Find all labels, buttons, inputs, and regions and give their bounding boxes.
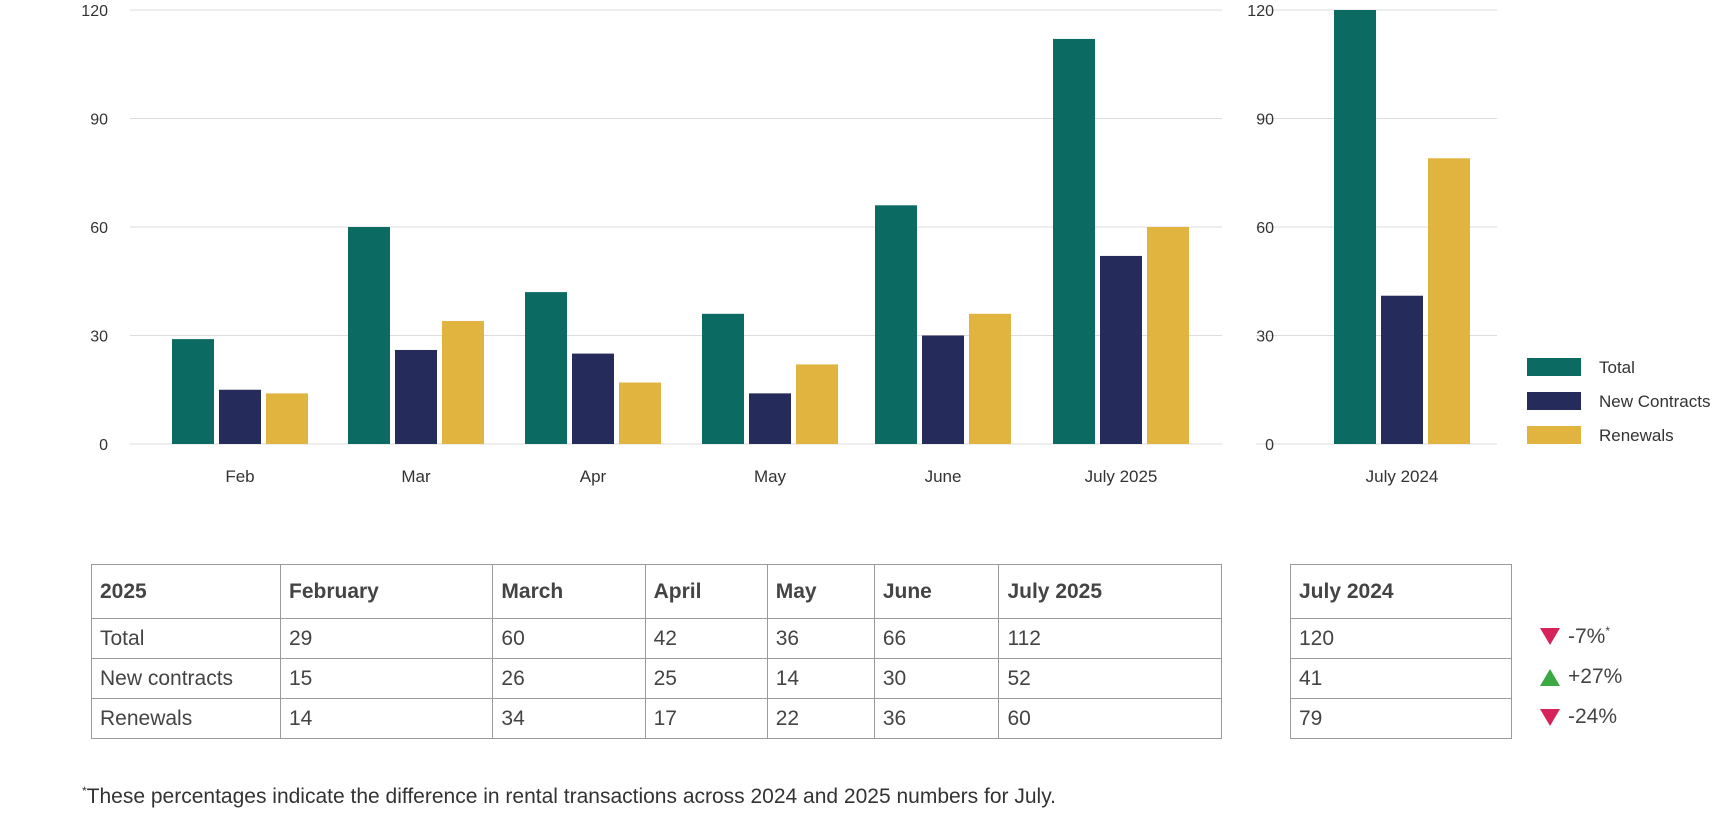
x-category-label: May	[754, 467, 787, 486]
header-cell: June	[873, 564, 1000, 619]
table-cell: 25	[644, 658, 768, 699]
table-cell: 22	[766, 698, 875, 739]
bar-renewals	[442, 321, 484, 444]
table-row: 79	[1290, 698, 1512, 739]
table-cell: 14	[766, 658, 875, 699]
change-renewals: -24%	[1540, 705, 1617, 729]
y-tick-label: 30	[1256, 329, 1274, 346]
bar-new-contracts	[572, 353, 614, 444]
bar-total	[348, 227, 390, 444]
change-new-contracts: +27%	[1540, 665, 1622, 689]
bar-total	[525, 292, 567, 444]
bar-total	[172, 339, 214, 444]
bar-renewals	[1428, 158, 1470, 445]
bar-new-contracts	[749, 393, 791, 444]
header-cell: February	[279, 564, 494, 619]
bar-renewals	[969, 313, 1011, 444]
table-cell: 30	[873, 658, 1000, 699]
legend-label-new-contracts: New Contracts	[1599, 392, 1710, 411]
bar-renewals	[1147, 227, 1189, 444]
bar-new-contracts	[219, 389, 261, 444]
x-category-label: Apr	[580, 467, 607, 486]
bar-total	[1334, 10, 1376, 444]
row-label: Total	[91, 618, 281, 659]
rental-transactions-charts: 0 30 60 90 120 Feb Mar Apr May June July 2025 0 30 60…	[81, 3, 1710, 486]
bar-new-contracts	[1381, 295, 1423, 444]
x-category-label: Feb	[225, 467, 254, 486]
y-tick-label: 30	[90, 329, 108, 346]
header-cell: July 2024	[1290, 564, 1512, 619]
table-cell: 15	[279, 658, 494, 699]
table-cell: 60	[998, 698, 1222, 739]
y-tick-label: 60	[90, 220, 108, 237]
table-cell: 14	[279, 698, 494, 739]
table-cell: 29	[279, 618, 494, 659]
down-triangle-icon	[1540, 628, 1560, 645]
x-category-label: June	[925, 467, 962, 486]
legend-swatch-renewals	[1527, 426, 1581, 444]
table-cell: 112	[998, 618, 1222, 659]
table-row: 120	[1290, 618, 1512, 659]
x-category-label: Mar	[401, 467, 431, 486]
footnote: *These percentages indicate the differen…	[82, 784, 1056, 809]
bar-new-contracts	[922, 335, 964, 444]
table-cell: 66	[873, 618, 1000, 659]
table-header-row: 2025 February March April May June July …	[91, 564, 1222, 619]
header-cell: April	[644, 564, 768, 619]
table-cell: 36	[873, 698, 1000, 739]
change-value: -7%*	[1568, 624, 1611, 648]
bar-total	[1053, 38, 1095, 444]
table-cell: 79	[1290, 698, 1512, 739]
table-cell: 34	[492, 698, 646, 739]
bar-new-contracts	[1100, 255, 1142, 444]
table-row: Total 29 60 42 36 66 112	[91, 618, 1222, 659]
y-tick-label: 60	[1256, 220, 1274, 237]
monthly-data-table: 2025 February March April May June July …	[91, 564, 1222, 739]
bar-renewals	[266, 393, 308, 444]
legend-label-renewals: Renewals	[1599, 426, 1674, 445]
table-cell: 120	[1290, 618, 1512, 659]
header-cell: March	[492, 564, 646, 619]
bar-total	[702, 313, 744, 444]
table-row: Renewals 14 34 17 22 36 60	[91, 698, 1222, 739]
row-label: Renewals	[91, 698, 281, 739]
y-tick-label: 0	[99, 437, 108, 454]
legend-swatch-new-contracts	[1527, 392, 1581, 410]
row-label: New contracts	[91, 658, 281, 699]
change-value: +27%	[1568, 665, 1623, 688]
x-category-label: July 2024	[1366, 467, 1439, 486]
table-row: 41	[1290, 658, 1512, 699]
change-total: -7%*	[1540, 624, 1610, 649]
legend-swatch-total	[1527, 358, 1581, 376]
table-cell: 41	[1290, 658, 1512, 699]
legend-label-total: Total	[1599, 358, 1635, 377]
footnote-text: These percentages indicate the differenc…	[86, 785, 1056, 808]
table-cell: 26	[492, 658, 646, 699]
table-cell: 17	[644, 698, 768, 739]
y-tick-label: 90	[90, 112, 108, 129]
table-row: New contracts 15 26 25 14 30 52	[91, 658, 1222, 699]
header-cell: 2025	[91, 564, 281, 619]
up-triangle-icon	[1540, 668, 1560, 686]
header-cell: July 2025	[998, 564, 1222, 619]
table-cell: 42	[644, 618, 768, 659]
change-value: -24%	[1568, 705, 1618, 728]
y-tick-label: 120	[1247, 3, 1274, 20]
july-2024-table: July 2024 120 41 79	[1290, 564, 1512, 739]
header-cell: May	[766, 564, 875, 619]
down-triangle-icon	[1540, 708, 1560, 726]
table-cell: 52	[998, 658, 1222, 699]
bar-renewals	[619, 382, 661, 444]
y-tick-label: 120	[81, 3, 108, 20]
x-category-label: July 2025	[1085, 467, 1158, 486]
y-tick-label: 90	[1256, 112, 1274, 129]
table-header-row: July 2024	[1290, 564, 1512, 619]
footnote-mark: *	[82, 784, 87, 798]
bar-new-contracts	[395, 349, 437, 444]
table-cell: 36	[766, 618, 875, 659]
bar-renewals	[796, 364, 838, 444]
table-cell: 60	[492, 618, 646, 659]
y-tick-label: 0	[1265, 437, 1274, 454]
bar-total	[875, 205, 917, 444]
